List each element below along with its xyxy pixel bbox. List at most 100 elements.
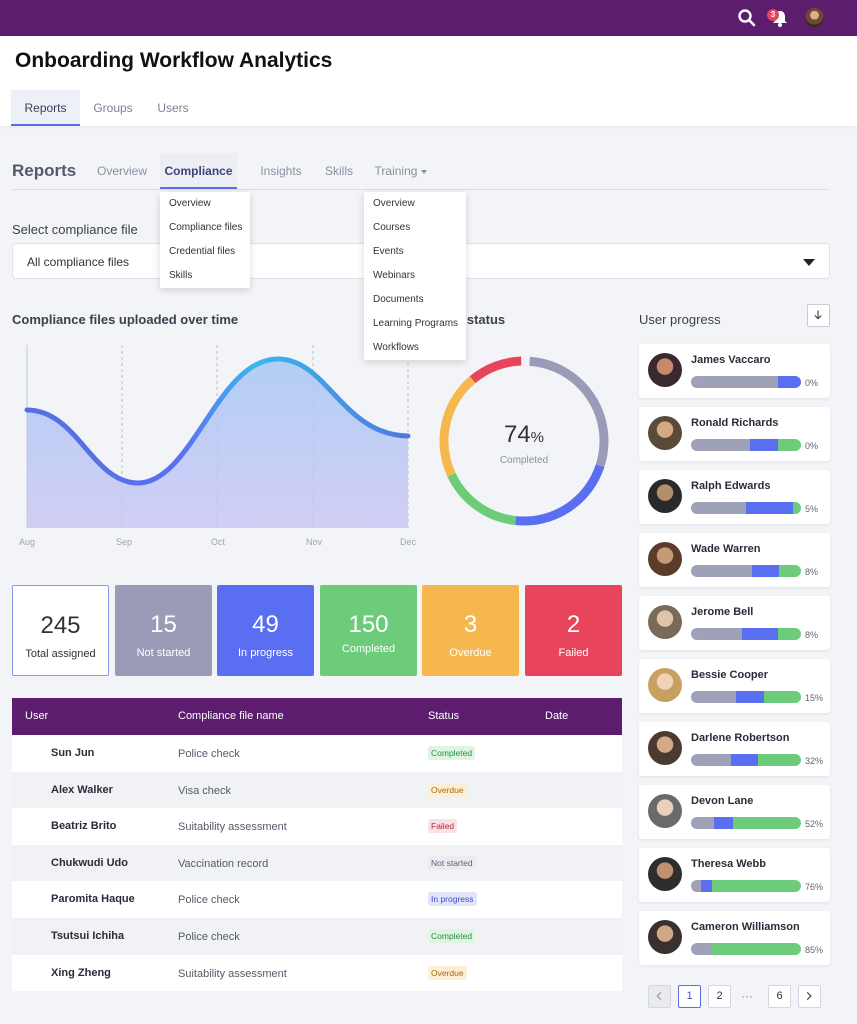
progress-segment bbox=[741, 628, 778, 640]
avatar[interactable] bbox=[805, 8, 824, 27]
pagination-next-button[interactable] bbox=[798, 985, 821, 1008]
menu-item-learning-programs[interactable]: Learning Programs bbox=[373, 318, 459, 329]
progress-segment bbox=[691, 754, 731, 766]
cell-user: Xing Zheng bbox=[51, 966, 111, 979]
table-row[interactable]: Paromita Haque Police check In progress bbox=[12, 881, 622, 918]
page-header: Onboarding Workflow Analytics Reports Gr… bbox=[0, 36, 857, 126]
chevron-left-icon bbox=[656, 991, 662, 1001]
stat-failed[interactable]: 2 Failed bbox=[525, 585, 622, 676]
user-progress-card[interactable]: Cameron Williamson 85% bbox=[639, 911, 830, 965]
search-icon[interactable] bbox=[737, 8, 757, 28]
menu-item-events[interactable]: Events bbox=[373, 246, 404, 257]
progress-segment bbox=[777, 628, 801, 640]
download-button[interactable] bbox=[807, 304, 830, 327]
subtab-compliance[interactable]: Compliance bbox=[160, 153, 237, 210]
stat-value: 15 bbox=[150, 611, 177, 638]
subtab-skills[interactable]: Skills bbox=[324, 164, 353, 178]
pagination-page-6[interactable]: 6 bbox=[768, 985, 791, 1008]
stat-total-assigned[interactable]: 245 Total assigned bbox=[12, 585, 109, 676]
uploads-area-chart bbox=[24, 345, 411, 528]
user-progress-title: User progress bbox=[639, 312, 721, 327]
stat-value: 150 bbox=[348, 611, 389, 638]
avatar bbox=[648, 920, 682, 954]
tab-groups[interactable]: Groups bbox=[93, 101, 133, 115]
user-progress-card[interactable]: James Vaccaro 0% bbox=[639, 344, 830, 398]
user-progress-card[interactable]: Jerome Bell 8% bbox=[639, 596, 830, 650]
progress-bar bbox=[691, 754, 801, 766]
cell-user: Beatriz Brito bbox=[51, 820, 117, 833]
stat-label: Not started bbox=[136, 647, 191, 659]
progress-segment bbox=[779, 565, 801, 577]
cell-file-name: Police check bbox=[178, 894, 240, 907]
user-progress-card[interactable]: Wade Warren 8% bbox=[639, 533, 830, 587]
menu-item-skills[interactable]: Skills bbox=[169, 270, 193, 281]
avatar bbox=[648, 353, 682, 387]
cell-file-name: Suitability assessment bbox=[178, 821, 287, 834]
table-row[interactable]: Xing Zheng Suitability assessment Overdue bbox=[12, 954, 622, 992]
stat-completed[interactable]: 150 Completed bbox=[320, 585, 417, 676]
progress-segment bbox=[700, 880, 712, 892]
page-title: Onboarding Workflow Analytics bbox=[15, 49, 333, 72]
menu-item-documents[interactable]: Documents bbox=[373, 294, 424, 305]
donut-segment-failed bbox=[469, 356, 522, 384]
cell-user: Sun Jun bbox=[51, 747, 95, 759]
x-tick: Aug bbox=[19, 537, 36, 547]
menu-item-overview[interactable]: Overview bbox=[373, 198, 415, 209]
stat-overdue[interactable]: 3 Overdue bbox=[422, 585, 519, 676]
user-name: Ronald Richards bbox=[691, 417, 779, 429]
pagination-page-1[interactable]: 1 bbox=[678, 985, 701, 1008]
user-name: Darlene Robertson bbox=[691, 732, 790, 744]
table-row[interactable]: Alex Walker Visa check Overdue bbox=[12, 771, 622, 809]
table-row[interactable]: Beatriz Brito Suitability assessment Faile… bbox=[12, 808, 622, 845]
user-name: James Vaccaro bbox=[691, 354, 771, 366]
compliance-dropdown-menu: Overview Compliance files Credential fil… bbox=[160, 192, 250, 288]
compliance-select-label: Select compliance file bbox=[12, 222, 138, 237]
subtab-training[interactable]: Training bbox=[370, 153, 432, 189]
pagination-prev-button[interactable] bbox=[648, 985, 671, 1008]
column-header-user[interactable]: User bbox=[25, 710, 49, 722]
user-progress-card[interactable]: Ronald Richards 0% bbox=[639, 407, 830, 461]
column-header-file[interactable]: Compliance file name bbox=[178, 710, 284, 722]
user-progress-card[interactable]: Theresa Webb 76% bbox=[639, 848, 830, 902]
menu-item-overview[interactable]: Overview bbox=[169, 198, 211, 209]
status-badge: Completed bbox=[428, 928, 476, 943]
progress-bar bbox=[691, 565, 801, 577]
progress-percent: 8% bbox=[805, 567, 819, 577]
menu-item-workflows[interactable]: Workflows bbox=[373, 342, 419, 353]
user-progress-card[interactable]: Ralph Edwards 5% bbox=[639, 470, 830, 524]
stat-not-started[interactable]: 15 Not started bbox=[115, 585, 212, 676]
user-name: Devon Lane bbox=[691, 795, 754, 807]
tab-reports[interactable]: Reports bbox=[11, 90, 80, 126]
cell-user: Chukwudi Udo bbox=[51, 856, 128, 869]
progress-segment bbox=[750, 439, 778, 451]
menu-item-compliance-files[interactable]: Compliance files bbox=[169, 222, 243, 233]
table-row[interactable]: Sun Jun Police check Completed bbox=[12, 735, 622, 772]
progress-segment bbox=[691, 943, 711, 955]
avatar bbox=[648, 731, 682, 765]
menu-item-webinars[interactable]: Webinars bbox=[373, 270, 416, 281]
user-name: Theresa Webb bbox=[691, 858, 766, 870]
column-header-status[interactable]: Status bbox=[428, 710, 460, 722]
top-bar: 3 bbox=[0, 0, 857, 36]
stat-in-progress[interactable]: 49 In progress bbox=[217, 585, 314, 676]
menu-item-credential-files[interactable]: Credential files bbox=[169, 246, 236, 257]
pagination-ellipsis: ··· bbox=[741, 989, 753, 1003]
progress-percent: 32% bbox=[805, 756, 824, 766]
user-progress-card[interactable]: Darlene Robertson 32% bbox=[639, 722, 830, 776]
progress-segment bbox=[691, 376, 778, 388]
column-header-date[interactable]: Date bbox=[545, 710, 569, 722]
table-row[interactable]: Chukwudi Udo Vaccination record Not starte… bbox=[12, 844, 622, 882]
chevron-down-icon bbox=[803, 259, 815, 266]
tab-users[interactable]: Users bbox=[157, 101, 189, 115]
menu-item-courses[interactable]: Courses bbox=[373, 222, 411, 233]
subtab-overview[interactable]: Overview bbox=[96, 164, 147, 178]
avatar bbox=[648, 794, 682, 828]
subtab-insights[interactable]: Insights bbox=[260, 164, 302, 178]
user-progress-card[interactable]: Devon Lane 52% bbox=[639, 785, 830, 839]
pagination-page-2[interactable]: 2 bbox=[708, 985, 731, 1008]
status-donut-chart bbox=[439, 356, 609, 526]
user-progress-card[interactable]: Bessie Cooper 15% bbox=[639, 659, 830, 713]
table-row[interactable]: Tsutsui Ichiha Police check Completed bbox=[12, 917, 622, 955]
progress-segment bbox=[714, 817, 733, 829]
status-badge: Completed bbox=[428, 746, 476, 760]
